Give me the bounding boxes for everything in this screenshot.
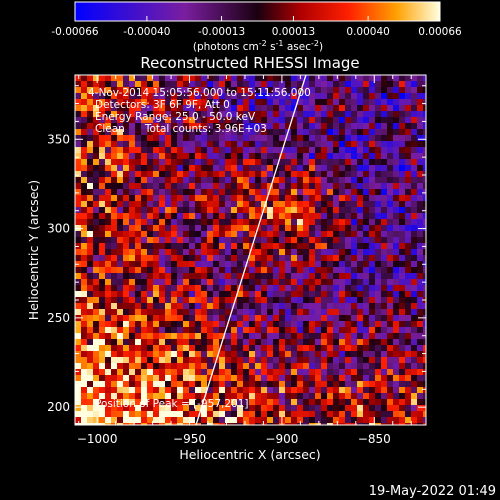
x-axis-label: Heliocentric X (arcsec)	[179, 447, 320, 462]
colorbar-unit: (photons cm-2 s-1 asec-2)	[193, 39, 323, 53]
colorbar: -0.00066 -0.00040 -0.00013 0.00013 0.00040 0.…	[51, 1, 462, 53]
colorbar-tick-label: 0.00040	[346, 26, 389, 38]
colorbar-tick-label: -0.00040	[123, 26, 170, 38]
y-tick-label: 250	[47, 311, 70, 325]
colorbar-tick-label: 0.00013	[272, 26, 315, 38]
annotation-peak-position: Position of Peak = [-957,201]	[95, 398, 249, 410]
solar-limb-line	[195, 74, 307, 426]
y-tick-label: 300	[47, 222, 70, 236]
colorbar-tick-label: -0.00013	[198, 26, 245, 38]
x-tick-label: −850	[358, 432, 391, 446]
annotation-clean: Clean Total counts: 3.96E+03	[95, 123, 267, 135]
colorbar-ticks: -0.00066 -0.00040 -0.00013 0.00013 0.00040 0.…	[51, 16, 462, 38]
axis-ticks: −1000 −950 −900 −850 200 250 300 350	[47, 75, 426, 446]
plot-frame	[74, 74, 427, 426]
annotation-detectors: Detectors: 3F 6F 9F, Att 0	[95, 99, 230, 111]
annotation-energy: Energy Range: 25.0 - 50.0 keV	[95, 111, 256, 123]
timestamp: 19-May-2022 01:49	[369, 484, 496, 499]
x-tick-label: −950	[173, 432, 206, 446]
x-tick-label: −1000	[77, 432, 118, 446]
y-tick-label: 350	[47, 132, 70, 146]
y-tick-label: 200	[47, 400, 70, 414]
colorbar-gradient	[74, 1, 441, 22]
y-axis-label: Heliocentric Y (arcsec)	[26, 180, 41, 320]
annotation-time: 4-Nov-2014 15:05:56.000 to 15:11:56.000	[88, 87, 311, 99]
colorbar-tick-label: 0.00066	[418, 26, 462, 38]
colorbar-tick-label: -0.00066	[51, 26, 99, 38]
chart-title: Reconstructed RHESSI Image	[140, 54, 359, 72]
image-annotations: 4-Nov-2014 15:05:56.000 to 15:11:56.000 …	[88, 87, 311, 410]
x-tick-label: −900	[265, 432, 298, 446]
